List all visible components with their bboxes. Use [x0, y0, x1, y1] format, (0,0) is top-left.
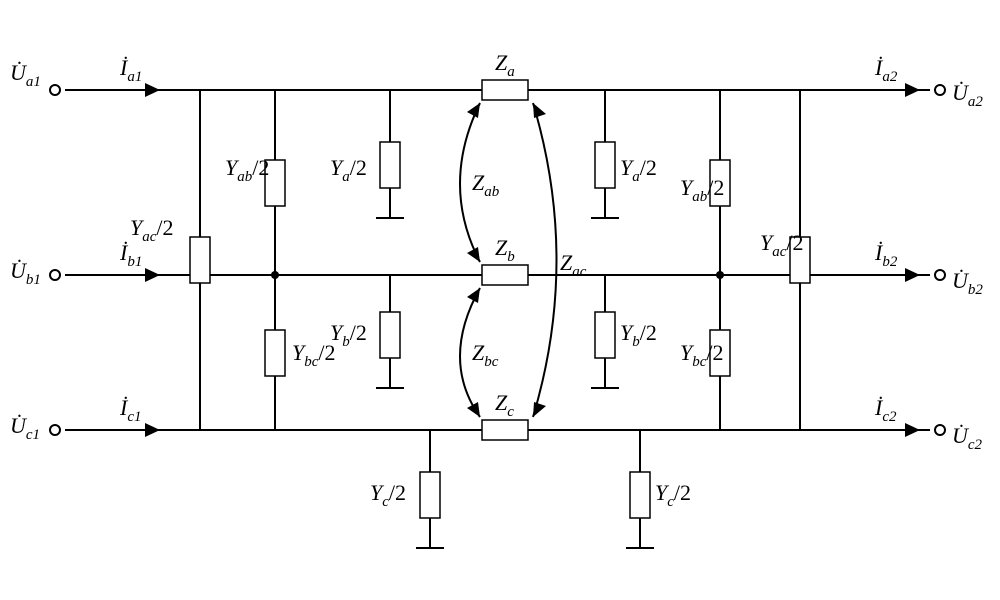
- label-ya-right: Ya/2: [620, 155, 657, 185]
- three-phase-pi-model: U̇a1 U̇b1 U̇c1 U̇a2 U̇b2 U̇c2 İa1 İb1 …: [0, 0, 1000, 600]
- terminal-ua1: [50, 85, 60, 95]
- impedance-za: [482, 80, 528, 100]
- label-ic1: İc1: [119, 395, 142, 425]
- label-ib1: İb1: [119, 240, 142, 270]
- label-yac-left: Yac/2: [130, 215, 174, 245]
- admittance-ya-right: [595, 142, 615, 188]
- label-ib2: İb2: [874, 240, 898, 270]
- admittance-ybc-left: [265, 330, 285, 376]
- admittance-ya-left: [380, 142, 400, 188]
- label-ua2: U̇a2: [952, 80, 983, 110]
- coupling-zac: [533, 103, 557, 417]
- terminal-uc1: [50, 425, 60, 435]
- label-yc-right: Yc/2: [655, 480, 691, 510]
- label-zc: Zc: [495, 390, 514, 420]
- coupling-zac-arrow-bot: [533, 402, 546, 417]
- label-zbc: Zbc: [472, 340, 499, 370]
- admittance-yb-right: [595, 312, 615, 358]
- label-za: Za: [495, 50, 515, 80]
- arrow-ib1: [145, 268, 160, 282]
- admittance-yc-right: [630, 472, 650, 518]
- coupling-zbc-arrow-bot: [467, 402, 480, 417]
- label-ya-left: Ya/2: [330, 155, 367, 185]
- label-ia1: İa1: [119, 55, 142, 85]
- terminal-ub1: [50, 270, 60, 280]
- label-ua1: U̇a1: [10, 60, 41, 90]
- admittance-yc-left: [420, 472, 440, 518]
- impedance-zc: [482, 420, 528, 440]
- arrow-ia1: [145, 83, 160, 97]
- admittance-yb-left: [380, 312, 400, 358]
- arrow-ia2: [905, 83, 920, 97]
- admittance-yac-left: [190, 237, 210, 283]
- terminal-uc2: [935, 425, 945, 435]
- label-uc2: U̇c2: [952, 423, 983, 453]
- impedance-zb: [482, 265, 528, 285]
- coupling-zac-arrow-top: [533, 103, 546, 118]
- label-uc1: U̇c1: [10, 413, 40, 443]
- label-zb: Zb: [495, 235, 515, 265]
- label-ia2: İa2: [874, 55, 898, 85]
- label-ic2: İc2: [874, 395, 897, 425]
- arrow-ic1: [145, 423, 160, 437]
- terminal-ua2: [935, 85, 945, 95]
- label-yb-right: Yb/2: [620, 320, 657, 350]
- label-ub2: U̇b2: [952, 268, 983, 298]
- arrow-ib2: [905, 268, 920, 282]
- arrow-ic2: [905, 423, 920, 437]
- label-zab: Zab: [472, 170, 500, 200]
- label-yc-left: Yc/2: [370, 480, 406, 510]
- label-ybc-left: Ybc/2: [292, 340, 336, 370]
- label-ub1: U̇b1: [10, 258, 41, 288]
- label-yab-left: Yab/2: [225, 155, 269, 185]
- terminal-ub2: [935, 270, 945, 280]
